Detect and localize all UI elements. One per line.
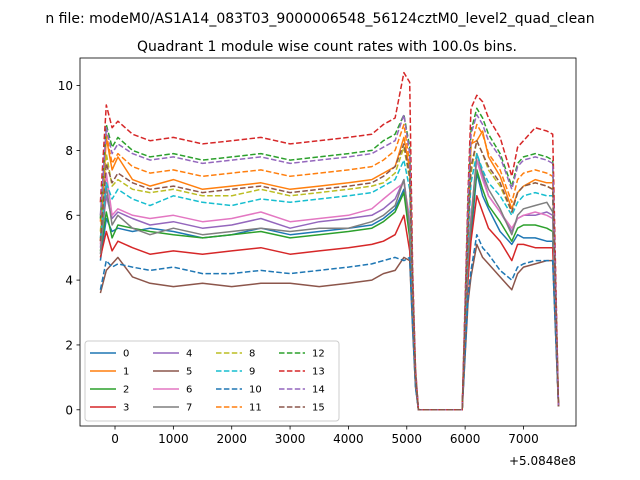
series-line-14 xyxy=(99,113,560,411)
series-line-10 xyxy=(99,233,560,411)
legend-label-14: 14 xyxy=(312,385,325,396)
legend-label-2: 2 xyxy=(123,385,129,396)
legend-label-15: 15 xyxy=(312,403,325,414)
legend-label-0: 0 xyxy=(123,349,129,360)
y-tick-label-4: 4 xyxy=(65,274,73,288)
y-tick-label-6: 6 xyxy=(65,209,73,223)
y-tick-label-8: 8 xyxy=(65,144,73,158)
legend-label-5: 5 xyxy=(186,367,192,378)
series-line-15 xyxy=(99,139,560,411)
legend-label-11: 11 xyxy=(249,403,262,414)
x-tick-label-5000: 5000 xyxy=(392,432,423,446)
x-tick-label-6000: 6000 xyxy=(450,432,481,446)
x-tick-label-4000: 4000 xyxy=(333,432,364,446)
legend-label-9: 9 xyxy=(249,367,255,378)
legend-label-12: 12 xyxy=(312,349,325,360)
plot-area xyxy=(99,71,560,411)
x-tick-label-2000: 2000 xyxy=(216,432,247,446)
series-line-3 xyxy=(99,195,560,411)
legend-label-6: 6 xyxy=(186,385,192,396)
series-line-13 xyxy=(99,71,560,411)
y-tick-label-0: 0 xyxy=(65,403,73,417)
legend-label-3: 3 xyxy=(123,403,129,414)
y-tick-label-2: 2 xyxy=(65,338,73,352)
series-line-6 xyxy=(99,159,560,411)
chart-title-line-2: Quadrant 1 module wise count rates with … xyxy=(137,39,517,55)
legend-label-1: 1 xyxy=(123,367,129,378)
axes-frame xyxy=(79,57,577,427)
x-tick-label-3000: 3000 xyxy=(275,432,306,446)
series-line-7 xyxy=(99,152,560,411)
x-tick-label-0: 0 xyxy=(111,432,119,446)
legend-box xyxy=(84,340,340,422)
x-offset-label: +5.0848e8 xyxy=(509,454,576,468)
x-tick-label-1000: 1000 xyxy=(158,432,189,446)
legend-label-4: 4 xyxy=(186,349,192,360)
y-tick-label-10: 10 xyxy=(58,79,73,93)
legend-label-10: 10 xyxy=(249,385,262,396)
legend-label-13: 13 xyxy=(312,367,325,378)
series-line-12 xyxy=(99,107,560,411)
x-tick-label-7000: 7000 xyxy=(508,432,539,446)
chart-title-line-1: n file: modeM0/AS1A14_083T03_9000006548_… xyxy=(45,11,594,27)
legend-label-8: 8 xyxy=(249,349,255,360)
legend-label-7: 7 xyxy=(186,403,192,414)
